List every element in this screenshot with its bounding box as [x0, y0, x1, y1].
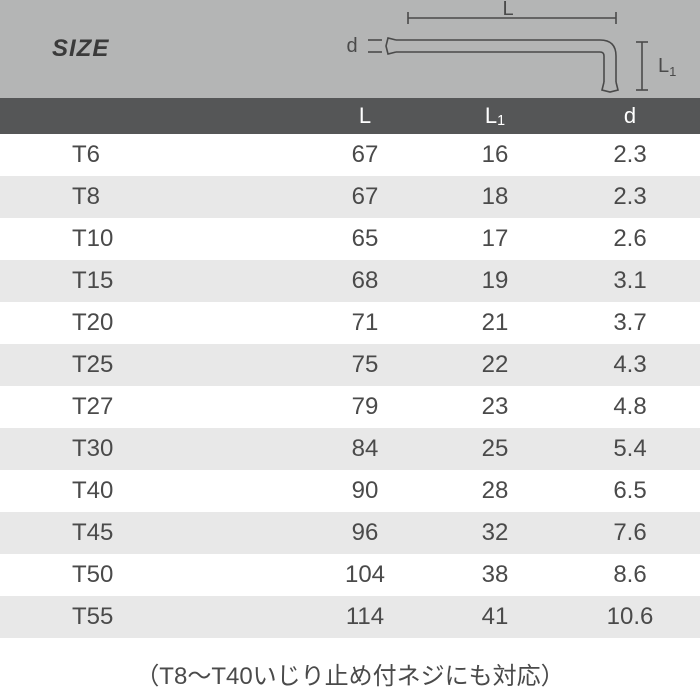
cell-d: 5.4 — [560, 428, 700, 470]
cell-L: 68 — [300, 260, 430, 302]
header-size-label: SIZE — [0, 0, 300, 98]
cell-L1: 41 — [430, 596, 560, 638]
table-row: T4090286.5 — [0, 470, 700, 512]
cell-L: 75 — [300, 344, 430, 386]
column-header-row: L L1 d — [0, 98, 700, 134]
cell-L1: 18 — [430, 176, 560, 218]
cell-L: 65 — [300, 218, 430, 260]
cell-L1: 16 — [430, 134, 560, 176]
cell-d: 2.6 — [560, 218, 700, 260]
cell-L: 104 — [300, 554, 430, 596]
cell-size: T40 — [0, 470, 300, 512]
size-chart: SIZE L d — [0, 0, 700, 700]
cell-L: 79 — [300, 386, 430, 428]
table-row: T4596327.6 — [0, 512, 700, 554]
cell-size: T55 — [0, 596, 300, 638]
cell-size: T27 — [0, 386, 300, 428]
cell-L1: 17 — [430, 218, 560, 260]
cell-d: 6.5 — [560, 470, 700, 512]
cell-L: 71 — [300, 302, 430, 344]
diagram-L1-label: L1 — [658, 55, 676, 79]
table-row: T2071213.7 — [0, 302, 700, 344]
footnote: （T8～T40いじり止め付ネジにも対応） — [0, 656, 700, 691]
table-row: T2779234.8 — [0, 386, 700, 428]
cell-size: T8 — [0, 176, 300, 218]
table-row: T2575224.3 — [0, 344, 700, 386]
cell-size: T45 — [0, 512, 300, 554]
cell-L: 96 — [300, 512, 430, 554]
col-header-d: d — [560, 98, 700, 134]
col-header-L: L — [300, 98, 430, 134]
cell-size: T25 — [0, 344, 300, 386]
cell-d: 8.6 — [560, 554, 700, 596]
table-row: T551144110.6 — [0, 596, 700, 638]
col-header-size — [0, 98, 300, 134]
cell-size: T6 — [0, 134, 300, 176]
diagram-L-label: L — [502, 0, 513, 20]
header-row: SIZE L d — [0, 0, 700, 98]
cell-d: 2.3 — [560, 176, 700, 218]
cell-L1: 22 — [430, 344, 560, 386]
table-row: T867182.3 — [0, 176, 700, 218]
cell-L: 84 — [300, 428, 430, 470]
cell-d: 7.6 — [560, 512, 700, 554]
diagram-d-label: d — [346, 35, 357, 57]
cell-L1: 25 — [430, 428, 560, 470]
cell-L1: 32 — [430, 512, 560, 554]
cell-L: 90 — [300, 470, 430, 512]
wrench-diagram: L d — [300, 0, 700, 98]
size-table: SIZE L d — [0, 0, 700, 638]
cell-L1: 28 — [430, 470, 560, 512]
cell-L1: 38 — [430, 554, 560, 596]
cell-L: 114 — [300, 596, 430, 638]
cell-size: T15 — [0, 260, 300, 302]
cell-size: T10 — [0, 218, 300, 260]
cell-d: 4.3 — [560, 344, 700, 386]
cell-L: 67 — [300, 134, 430, 176]
cell-size: T50 — [0, 554, 300, 596]
table-body: T667162.3T867182.3T1065172.6T1568193.1T2… — [0, 134, 700, 638]
cell-d: 10.6 — [560, 596, 700, 638]
cell-size: T20 — [0, 302, 300, 344]
table-row: T667162.3 — [0, 134, 700, 176]
cell-d: 2.3 — [560, 134, 700, 176]
cell-L1: 23 — [430, 386, 560, 428]
cell-d: 3.7 — [560, 302, 700, 344]
table-row: T3084255.4 — [0, 428, 700, 470]
header-diagram-cell: L d — [300, 0, 700, 98]
cell-size: T30 — [0, 428, 300, 470]
cell-L1: 19 — [430, 260, 560, 302]
cell-L1: 21 — [430, 302, 560, 344]
col-header-L1: L1 — [430, 98, 560, 134]
cell-d: 4.8 — [560, 386, 700, 428]
cell-d: 3.1 — [560, 260, 700, 302]
table-row: T1065172.6 — [0, 218, 700, 260]
table-row: T50104388.6 — [0, 554, 700, 596]
cell-L: 67 — [300, 176, 430, 218]
table-row: T1568193.1 — [0, 260, 700, 302]
